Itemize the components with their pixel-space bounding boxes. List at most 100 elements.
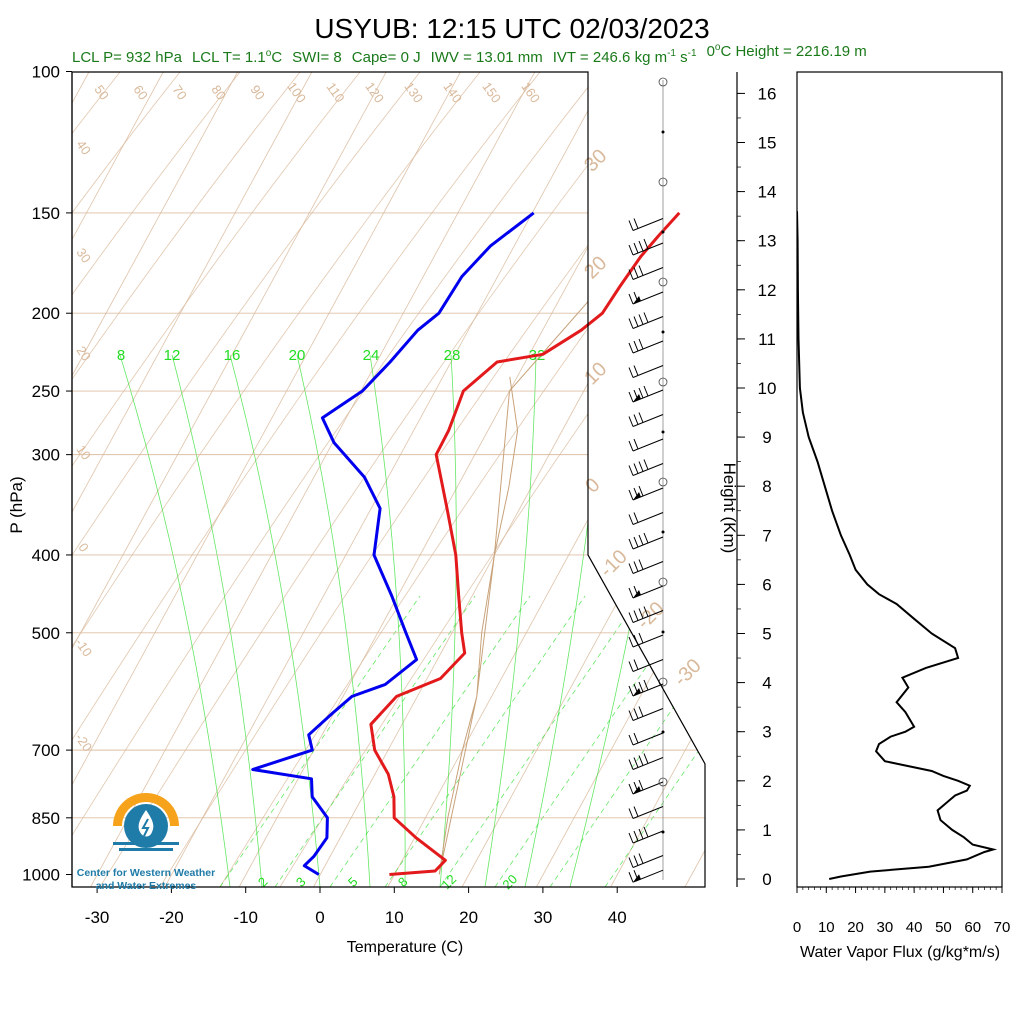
wind-barb-shaft [632,634,664,648]
flux-tick-label: 20 [847,919,864,936]
wind-barb-shaft [632,732,664,746]
level-dot [661,130,665,134]
stat-text: SWI= 8 [292,49,342,66]
mixing-ratio-label: 20 [289,347,306,364]
wind-barb [628,585,664,599]
wind-barb-feather [633,316,639,327]
wind-barb-pennant [633,394,641,402]
isotherm-line [164,72,610,887]
dry-adiabat-line [72,72,241,887]
y-tick-label: 100 [32,63,60,82]
wind-barb [628,312,664,329]
wind-barb-feather [638,681,644,693]
wind-barb [628,779,664,795]
parcel-path [438,104,705,875]
mixing-ratio-label: 8 [117,347,125,364]
stat-superscript: -1 [688,48,697,59]
dry-adiabat-line [72,72,541,887]
wind-barb-shaft [632,512,664,525]
height-tick-label: 13 [758,232,777,251]
wind-barb-feather [628,342,634,354]
x-tick-label: -10 [233,908,258,927]
level-marker [658,577,668,587]
stat-text: IVT = 246.6 kg m [553,49,667,66]
theta-label: 70 [169,82,190,102]
dry-adiabat-line [72,72,601,887]
stat-text: LCL T= 1.1 [192,49,266,66]
theta-label: 60 [130,82,151,102]
height-tick-label: 15 [758,134,777,153]
wind-barb-feather [643,238,649,250]
dry-adiabat-line [72,72,301,887]
wind-barb-feather [638,632,644,644]
y-axis-label: P (hPa) [7,476,26,533]
isotherm-label-right: 10 [580,358,611,389]
y-tick-label: 400 [32,546,60,565]
stat-text: C Height = 2216.19 m [720,43,866,60]
dry-adiabat-line [72,72,481,887]
isotherm-label-right: 30 [580,145,611,176]
wind-barb [628,826,664,844]
wind-barb-feather [643,679,649,691]
isotherm-line [238,72,684,887]
wind-barb [628,438,664,452]
wind-barb-feather [633,561,639,572]
wind-barb-feather [628,416,634,427]
wind-barb-feather [633,242,639,254]
skew-grid [72,72,705,887]
wind-barb-feather [628,269,634,280]
wind-barb-feather [628,318,634,329]
wind-barb-shaft [632,855,664,868]
wind-barb-feather [628,612,634,623]
mixing-ratio-line [439,354,457,887]
flux-tick-label: 50 [935,919,952,936]
isotherm-line [72,72,461,887]
isotherm-line [461,72,705,887]
level-marker [658,377,668,387]
wind-barb-pennant [633,874,641,883]
level-dot [661,230,665,234]
theta-label: 150 [479,79,504,105]
wind-barb-feather [638,853,644,864]
dry-adiabat-line [72,72,421,887]
wind-barb-feather [633,536,639,548]
wind-barb-pennant [633,786,641,794]
level-marker [658,277,668,287]
wind-barb-feather [633,414,639,425]
height-tick-label: 7 [762,526,771,545]
height-tick-label: 14 [758,183,777,202]
y-tick-label: 500 [32,624,60,643]
wind-barb [628,512,664,525]
wind-barb-feather [638,387,644,399]
wind-barb-pennant [633,688,641,696]
isotherm-line [72,72,164,887]
logo: Center for Western Weather and Water Ext… [77,793,215,892]
theta-label: 120 [362,79,387,105]
wind-barb-feather [638,461,644,472]
isotherm-label-right: 0 [581,474,604,497]
y-tick-label: 1000 [22,866,60,885]
flux-axis-label: Water Vapor Flux (g/kg*m/s) [800,944,1000,961]
wind-barb [628,753,664,770]
moist-adiabat-line [274,595,476,887]
wind-barb-feather [638,412,644,423]
wind-barb-pennant [633,296,641,304]
x-tick-label: 30 [533,908,552,927]
wind-barb-feather [643,312,649,323]
height-tick-label: 12 [758,281,777,300]
isotherm-label: 30 [73,245,94,265]
wind-barb [628,365,664,378]
height-tick-label: 8 [762,477,771,496]
wind-barb-feather [628,832,634,844]
wind-barb-feather [633,855,639,866]
wind-barb [628,265,664,280]
wind-barb-shaft [632,365,664,378]
wind-barb-feather [643,753,649,764]
wind-barb-feather [633,757,639,768]
x-tick-label: 10 [385,908,404,927]
logo-wave-1 [113,842,179,845]
skew-t-plot: 50 60 70 80 90 100 110 120 130 140 150 160403020100… [7,63,706,957]
wind-barb-shaft [632,218,664,231]
wind-barb-feather [633,830,639,842]
